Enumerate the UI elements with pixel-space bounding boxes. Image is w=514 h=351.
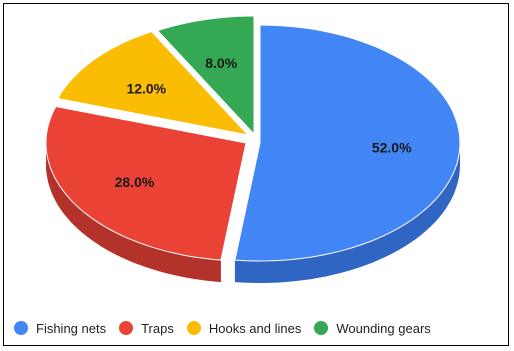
pie-sides xyxy=(46,143,460,283)
legend-label: Fishing nets xyxy=(36,320,107,336)
legend-swatch xyxy=(119,321,134,335)
slice-label-fishing-nets: 52.0% xyxy=(372,140,412,156)
pie-slice-hooks-and-lines[interactable] xyxy=(57,31,250,136)
legend-swatch xyxy=(186,321,201,335)
pie-labels: 52.0% 28.0% 12.0% 8.0% xyxy=(115,55,412,190)
slice-label-wounding-gears: 8.0% xyxy=(205,55,237,71)
pie-slice-fishing-nets[interactable] xyxy=(234,24,461,262)
legend-item-hooks-and-lines[interactable]: Hooks and lines xyxy=(186,320,302,336)
pie-side-traps xyxy=(46,143,221,283)
legend: Fishing nets Traps Hooks and lines Wound… xyxy=(14,318,444,338)
legend-swatch xyxy=(14,321,28,335)
pie-side-fishing-nets xyxy=(234,143,460,283)
legend-item-fishing-nets[interactable]: Fishing nets xyxy=(14,321,106,336)
pie-slice-wounding-gears[interactable] xyxy=(156,15,255,136)
legend-label: Wounding gears xyxy=(336,320,431,336)
pie-slice-traps[interactable] xyxy=(45,105,247,261)
legend-label: Hooks and lines xyxy=(208,320,302,336)
legend-item-wounding-gears[interactable]: Wounding gears xyxy=(314,320,431,336)
slice-label-traps: 28.0% xyxy=(115,174,155,190)
slice-label-hooks-and-lines: 12.0% xyxy=(126,80,166,96)
pie-tops xyxy=(45,15,461,262)
legend-item-traps[interactable]: Traps xyxy=(119,321,174,336)
legend-swatch xyxy=(314,321,329,335)
legend-label: Traps xyxy=(141,320,174,336)
